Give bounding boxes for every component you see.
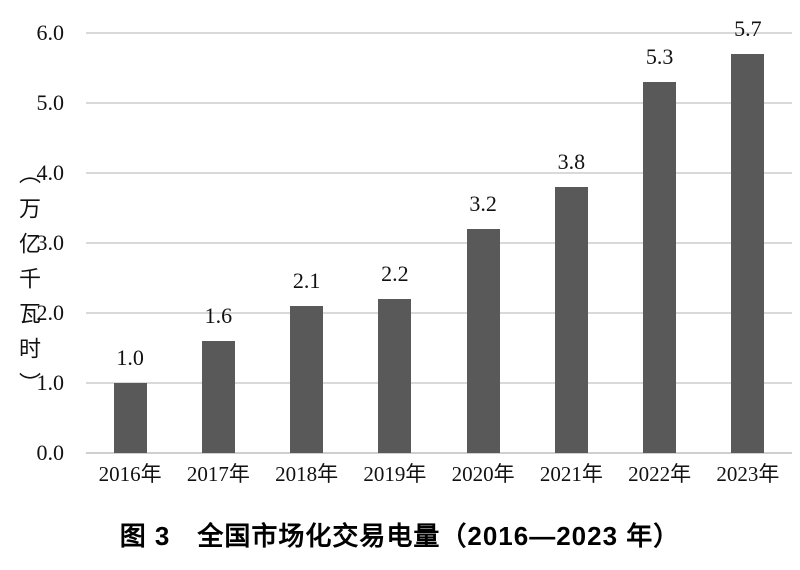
x-tick-label-2017年: 2017年 [186, 462, 250, 486]
y-tick-label-6.0: 6.0 [36, 20, 65, 45]
figure-caption: 图 3 全国市场化交易电量（2016—2023 年） [119, 521, 681, 551]
x-tick-label-2023年: 2023年 [716, 462, 780, 486]
bar-value-label-2020年: 3.2 [469, 191, 497, 216]
gridline-2.0 [86, 312, 792, 314]
bar-value-label-2021年: 3.8 [557, 149, 586, 174]
bar-2020年 [466, 229, 500, 453]
y-axis-title: （万亿千瓦时） [16, 162, 41, 407]
bar-2022年 [643, 82, 677, 453]
x-tick-label-2018年: 2018年 [275, 462, 339, 486]
bar-2018年 [290, 306, 324, 453]
x-tick-label-2016年: 2016年 [98, 462, 162, 486]
x-axis: 2016年 2017年 2018年 2019年 2020年 2021年 2022年 2023年 [86, 459, 792, 493]
plot-area: 1.0 1.6 2.1 2.2 3.2 3.8 5.3 5.7 [86, 16, 792, 454]
gridline-4.0 [86, 172, 792, 174]
bar-2023年 [731, 54, 765, 453]
gridline-1.0 [86, 382, 792, 384]
bar-value-label-2023年: 5.7 [734, 16, 762, 41]
y-tick-label-1.0: 1.0 [36, 370, 65, 395]
bar-value-label-2022年: 5.3 [645, 44, 674, 69]
bar-2021年 [554, 187, 588, 453]
bar-value-label-2019年: 2.2 [381, 261, 409, 286]
gridline-6.0 [86, 32, 792, 34]
x-tick-label-2021年: 2021年 [539, 462, 603, 486]
bar-value-label-2018年: 2.1 [292, 268, 321, 293]
gridline-5.0 [86, 102, 792, 104]
bar-2019年 [378, 299, 412, 453]
gridline-3.0 [86, 242, 792, 244]
x-tick-label-2019年: 2019年 [363, 462, 427, 486]
y-tick-label-0.0: 0.0 [36, 440, 65, 465]
y-tick-label-4.0: 4.0 [36, 160, 65, 185]
bar-2016年 [113, 383, 147, 453]
y-tick-label-5.0: 5.0 [36, 90, 65, 115]
y-axis: 0.0 1.0 2.0 3.0 4.0 5.0 6.0 [0, 20, 72, 465]
x-tick-label-2020年: 2020年 [451, 462, 515, 486]
y-tick-label-2.0: 2.0 [36, 300, 65, 325]
bar-2017年 [201, 341, 235, 453]
bar-value-label-2016年: 1.0 [116, 345, 144, 370]
x-tick-label-2022年: 2022年 [628, 462, 692, 486]
gridline-0.0 [86, 452, 792, 454]
bar-value-label-2017年: 1.6 [204, 303, 233, 328]
y-tick-label-3.0: 3.0 [36, 230, 65, 255]
